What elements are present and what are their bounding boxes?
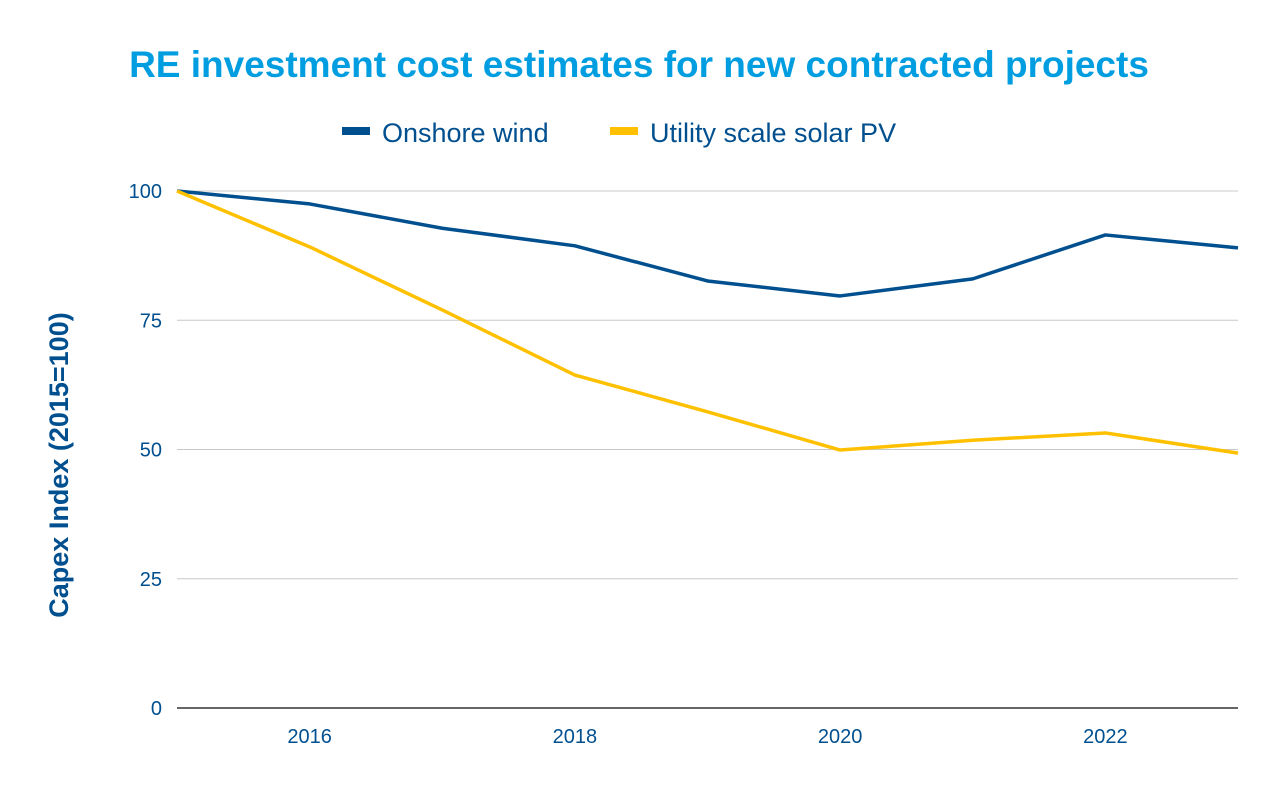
series-line-0 xyxy=(176,189,1239,298)
x-axis-ticks: 2016 2018 2020 2022 xyxy=(287,726,1127,748)
series-lines xyxy=(176,189,1239,455)
y-tick-label: 75 xyxy=(140,310,162,332)
y-axis-label: Capex Index (2015=100) xyxy=(44,312,74,617)
series-line-1 xyxy=(176,189,1239,455)
legend-label: Onshore wind xyxy=(382,118,549,148)
y-tick-label: 100 xyxy=(129,181,162,203)
gridlines xyxy=(177,190,1238,709)
legend-swatch xyxy=(610,127,638,135)
x-tick-label: 2020 xyxy=(818,726,863,748)
y-tick-label: 25 xyxy=(140,569,162,591)
y-tick-label: 50 xyxy=(140,440,162,462)
y-tick-label: 0 xyxy=(151,698,162,720)
legend-label: Utility scale solar PV xyxy=(650,118,896,148)
x-tick-label: 2016 xyxy=(287,726,332,748)
chart-title: RE investment cost estimates for new con… xyxy=(129,44,1149,85)
legend-swatch xyxy=(342,127,370,135)
legend: Onshore wind Utility scale solar PV xyxy=(342,118,896,148)
y-axis-ticks: 0 25 50 75 100 xyxy=(129,181,162,720)
x-tick-label: 2018 xyxy=(553,726,598,748)
x-tick-label: 2022 xyxy=(1083,726,1128,748)
